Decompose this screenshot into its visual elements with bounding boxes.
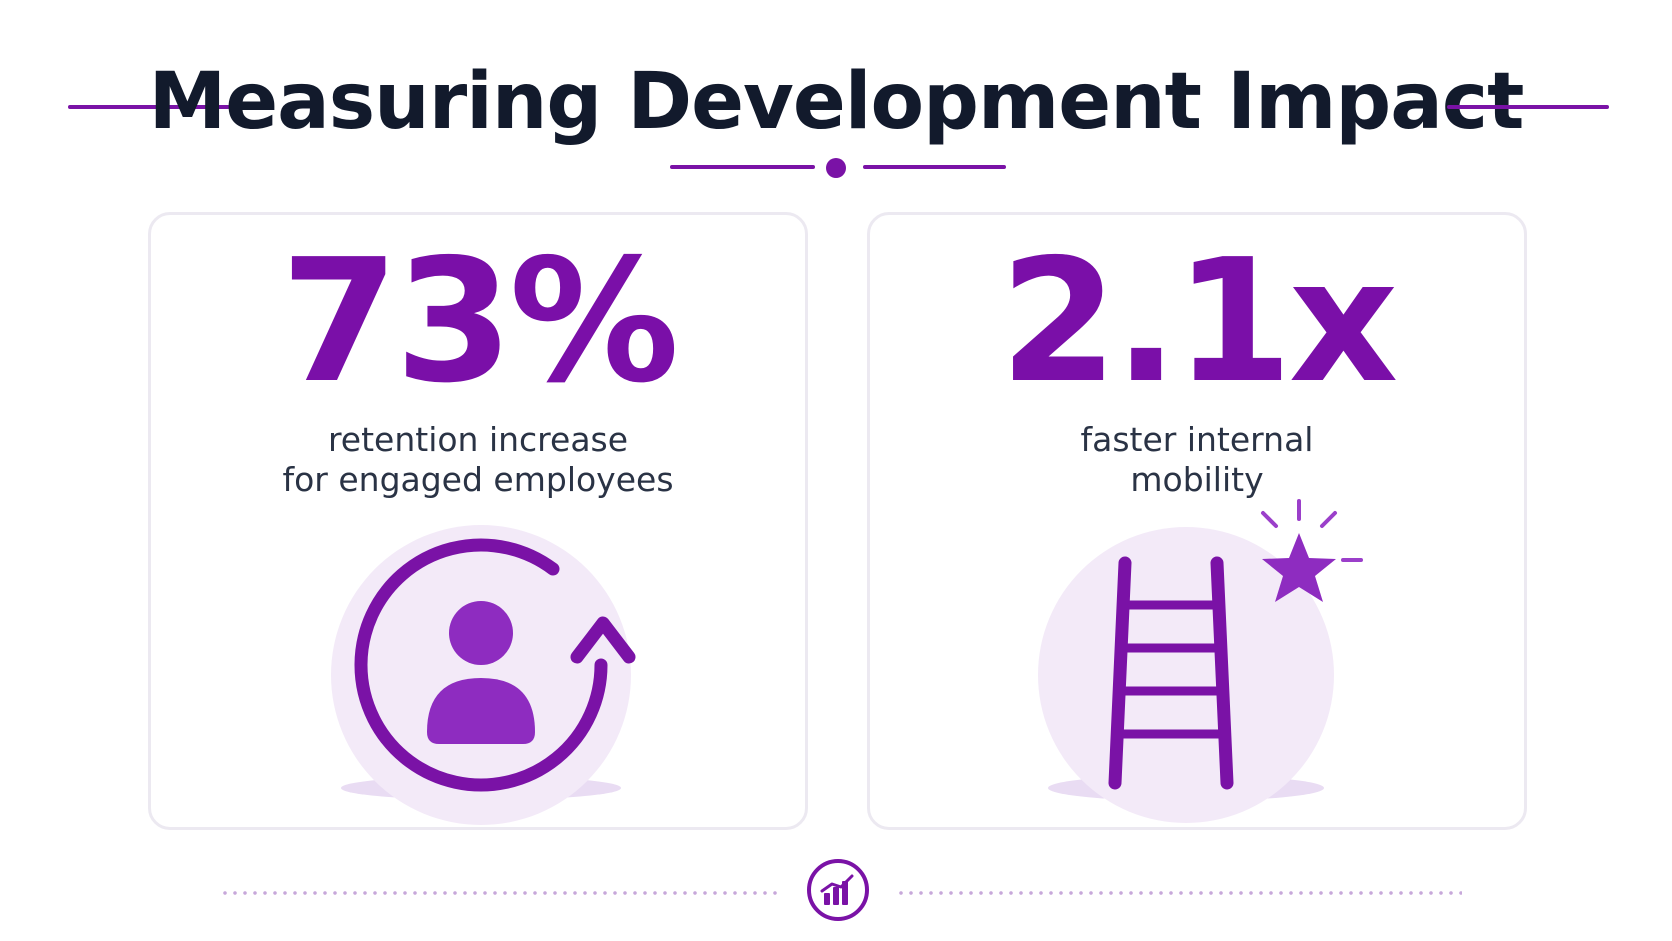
stat-description-line: for engaged employees [282, 460, 674, 499]
stat-description-line: retention increase [327, 420, 629, 459]
stat-value: 73% [280, 223, 680, 421]
title-rule-right [1447, 105, 1609, 109]
title-underline-left [670, 165, 815, 169]
stat-description: retention increase for engaged employees [151, 420, 805, 500]
title-underline-right [863, 165, 1006, 169]
stat-card-mobility: 2.1x faster internal mobility [867, 212, 1527, 830]
stat-description: faster internal mobility [870, 420, 1524, 500]
page-title: Measuring Development Impact [148, 57, 1525, 147]
title-rule-left [68, 105, 230, 109]
stat-card-retention: 73% retention increase for engaged emplo… [148, 212, 808, 830]
footer-dotted-line-left [220, 891, 780, 895]
title-underline-dot [826, 158, 846, 178]
stat-description-line: mobility [1130, 460, 1264, 499]
ladder-star-icon [1038, 499, 1363, 823]
person-retention-cycle-icon [331, 525, 636, 825]
stat-value: 2.1x [999, 223, 1399, 421]
footer-dotted-line-right [896, 891, 1462, 895]
stat-description-line: faster internal [1080, 420, 1314, 459]
bar-chart-icon [807, 859, 869, 921]
